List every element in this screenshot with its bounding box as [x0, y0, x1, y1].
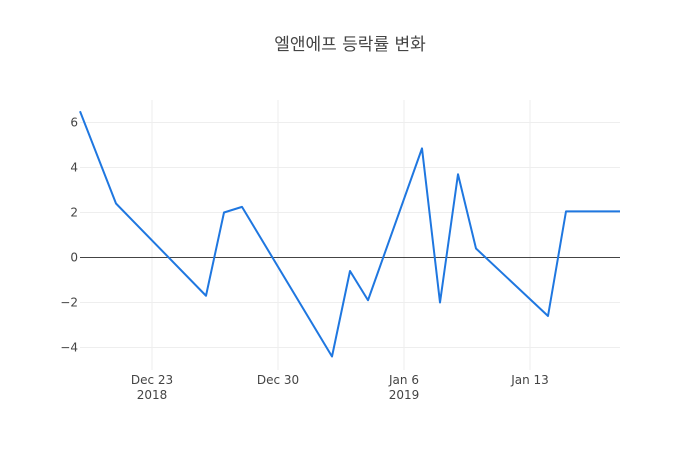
x-tick-year-label: 2018 [137, 388, 168, 402]
y-tick-label: 4 [70, 161, 78, 175]
x-tick-label: Dec 30 [257, 373, 299, 387]
y-tick-label: 0 [70, 251, 78, 265]
x-tick-label: Dec 23 [131, 373, 173, 387]
x-tick-label: Jan 13 [510, 373, 549, 387]
y-tick-label: 6 [70, 116, 78, 130]
x-tick-year-label: 2019 [389, 388, 420, 402]
chart-title: 엘앤에프 등락률 변화 [274, 35, 426, 55]
x-tick-label: Jan 6 [388, 373, 419, 387]
y-tick-label: −4 [60, 341, 78, 355]
y-tick-label: −2 [60, 296, 78, 310]
y-tick-label: 2 [70, 206, 78, 220]
